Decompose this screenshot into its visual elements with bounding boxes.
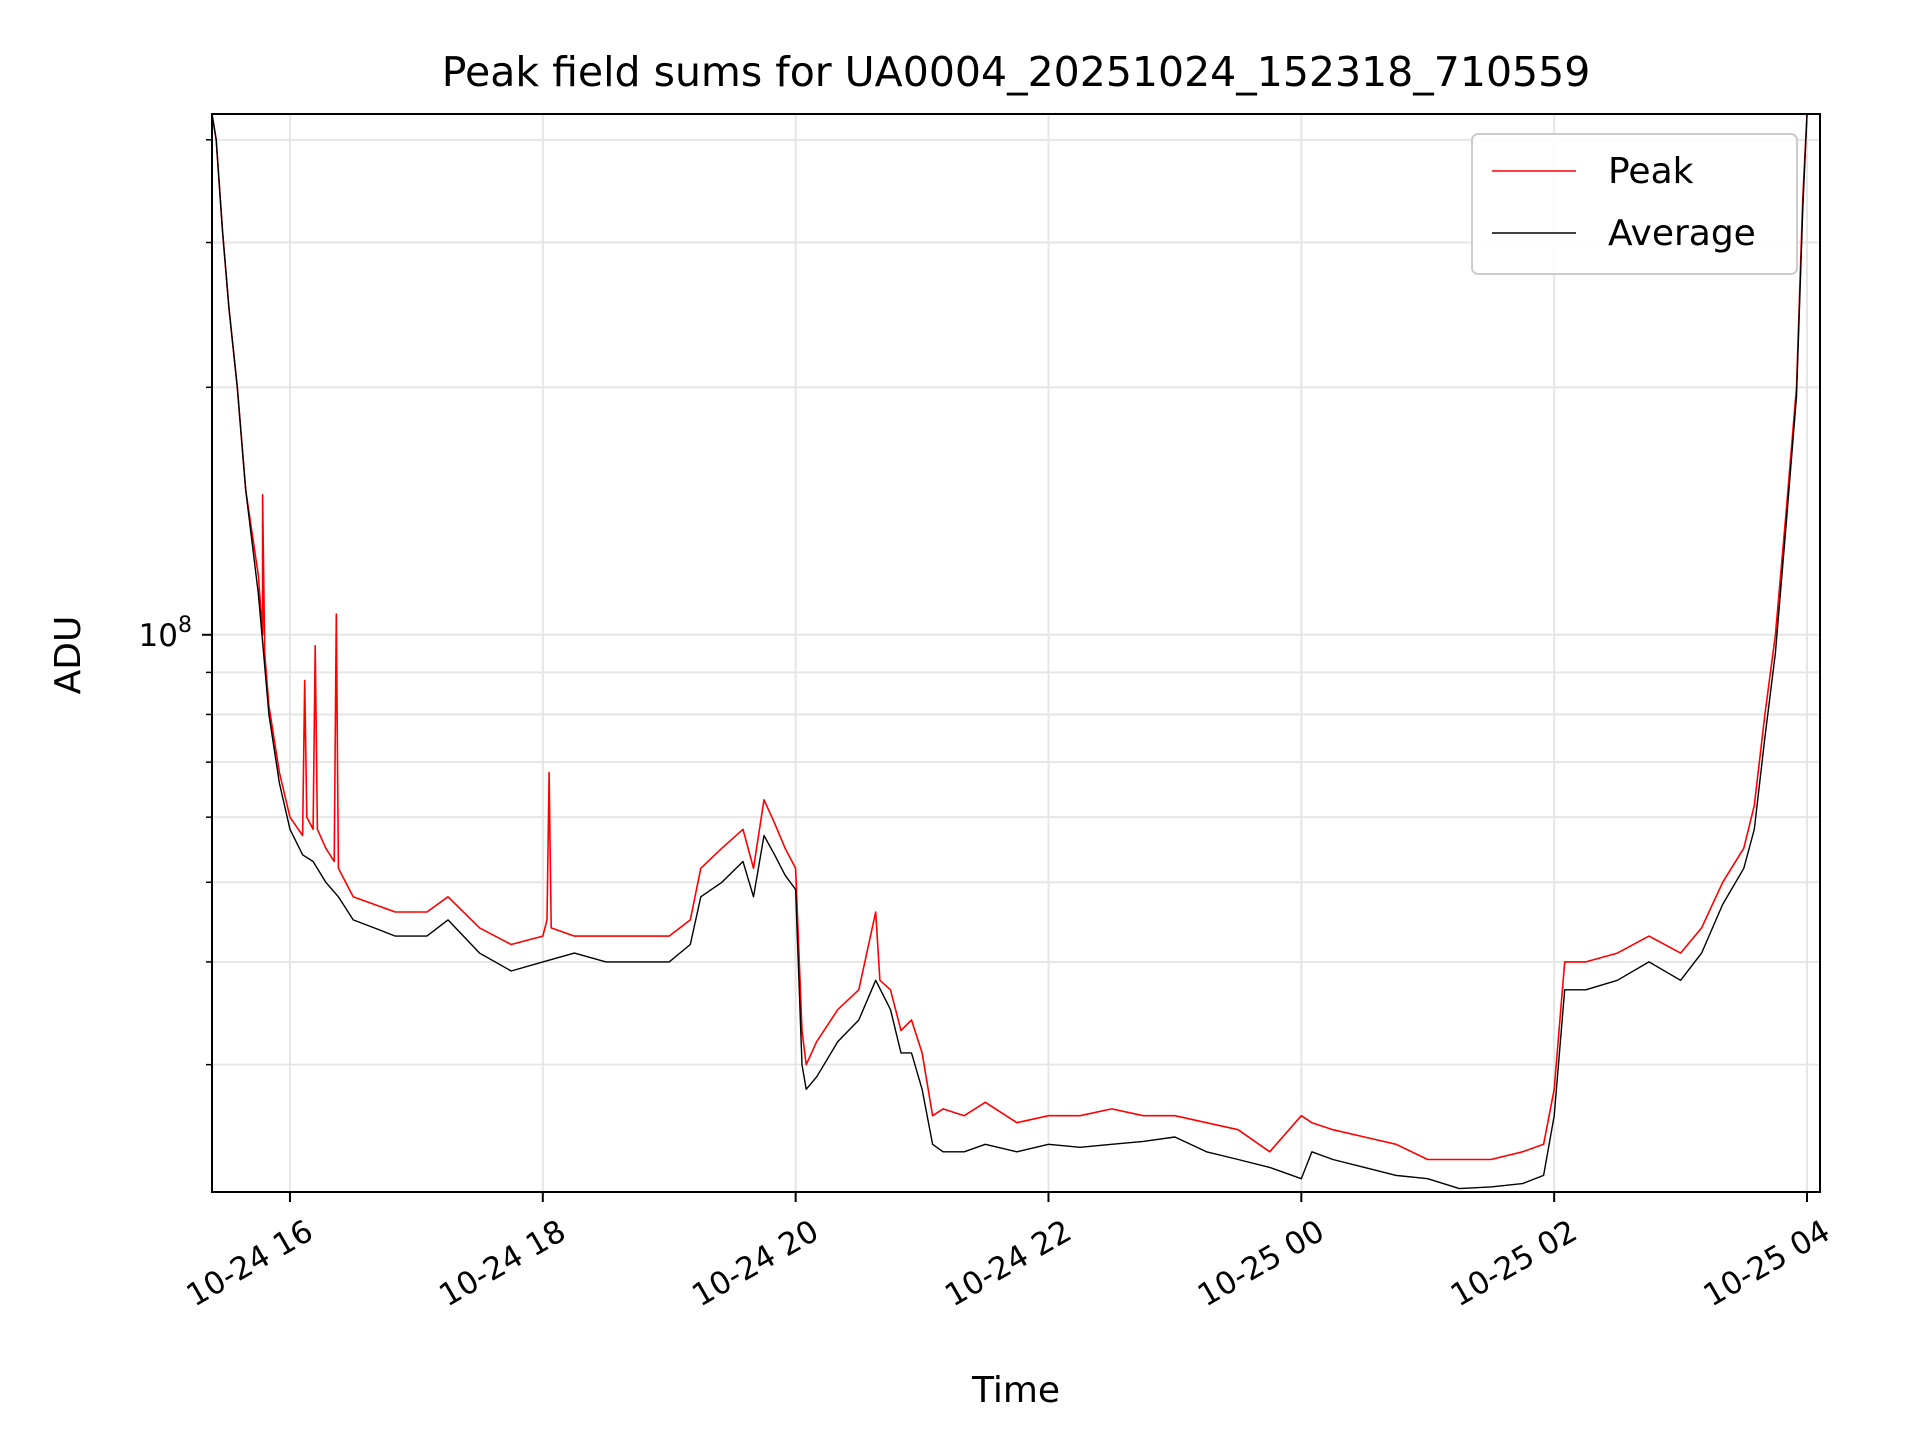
y-tick-label: 108 — [139, 613, 192, 654]
x-tick-label: 10-25 04 — [1697, 1213, 1836, 1314]
chart-title: Peak field sums for UA0004_20251024_1523… — [442, 48, 1591, 96]
series-layer — [212, 114, 1808, 1190]
legend-box — [1471, 133, 1798, 275]
x-tick-label: 10-25 00 — [1192, 1213, 1331, 1314]
plot-frame — [211, 113, 1821, 1193]
x-tick-label: 10-25 02 — [1445, 1213, 1584, 1314]
x-tick-label: 10-24 22 — [939, 1213, 1078, 1314]
legend-label-average: Average — [1608, 213, 1756, 254]
legend-label-peak: Peak — [1608, 151, 1694, 192]
x-tick-label: 10-24 20 — [686, 1213, 825, 1314]
y-axis: 108 — [139, 139, 212, 1066]
grid-lines — [212, 114, 1820, 1192]
series-line-peak — [212, 114, 1808, 1161]
y-axis-label: ADU — [48, 616, 89, 695]
x-axis-label: Time — [971, 1370, 1060, 1411]
x-axis: 10-24 16 10-24 18 10-24 20 10-24 22 10-25 00… — [180, 1192, 1836, 1314]
legend: Peak Average — [1471, 133, 1798, 275]
series-line-average — [212, 114, 1808, 1190]
x-tick-label: 10-24 16 — [180, 1213, 319, 1314]
x-tick-label: 10-24 18 — [433, 1213, 572, 1314]
